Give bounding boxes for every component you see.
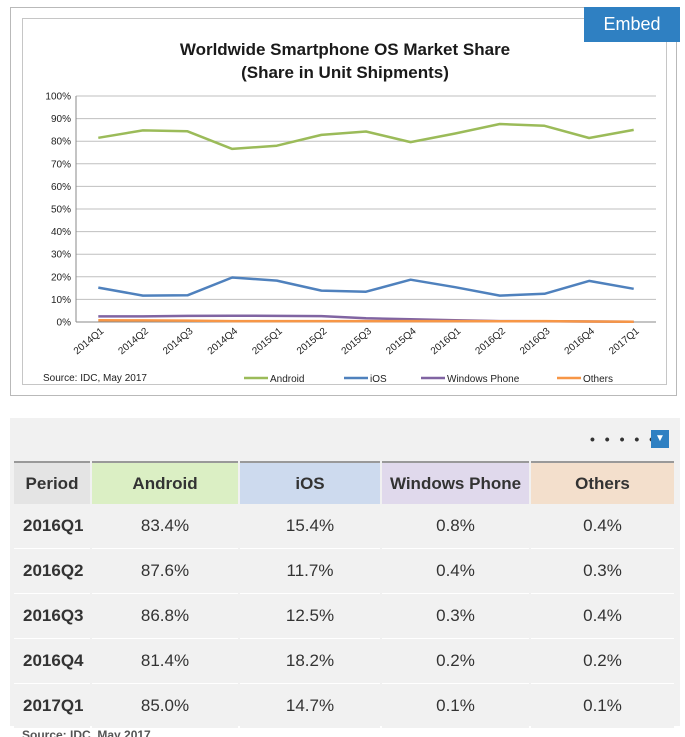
table-header-row: Period Android iOS Windows Phone Others: [14, 461, 674, 504]
series-line-ios: [98, 276, 634, 297]
y-tick-label: 30%: [51, 250, 71, 261]
cell-period: 2017Q1: [14, 684, 90, 729]
cell-ios: 14.7%: [240, 684, 380, 729]
cell-others: 0.1%: [531, 684, 674, 729]
x-tick-label: 2015Q3: [340, 326, 375, 358]
table-row: 2016Q2 87.6% 11.7% 0.4% 0.3%: [14, 549, 674, 594]
cell-windows-phone: 0.1%: [382, 684, 529, 729]
table-row: 2017Q1 85.0% 14.7% 0.1% 0.1%: [14, 684, 674, 729]
x-tick-label: 2015Q4: [384, 326, 419, 358]
legend-label-ios: iOS: [370, 374, 387, 385]
table-row: 2016Q3 86.8% 12.5% 0.3% 0.4%: [14, 594, 674, 639]
y-tick-label: 80%: [51, 137, 71, 148]
cell-android: 83.4%: [92, 504, 238, 549]
chart-source: Source: IDC, May 2017: [43, 373, 147, 384]
more-options-button[interactable]: • • • • •: [590, 431, 658, 447]
cell-windows-phone: 0.3%: [382, 594, 529, 639]
cell-ios: 12.5%: [240, 594, 380, 639]
data-table-panel: • • • • • ▼ Period Android iOS Windows P…: [10, 418, 680, 729]
cell-android: 81.4%: [92, 639, 238, 684]
cell-others: 0.4%: [531, 594, 674, 639]
table-source-note: Source: IDC, May 2017: [22, 728, 151, 737]
y-tick-label: 0%: [57, 318, 72, 329]
x-tick-label: 2016Q2: [473, 326, 508, 358]
column-header-windows-phone[interactable]: Windows Phone: [382, 461, 529, 504]
cell-others: 0.2%: [531, 639, 674, 684]
y-tick-label: 10%: [51, 295, 71, 306]
legend-label-others: Others: [583, 374, 613, 385]
y-tick-label: 100%: [45, 92, 71, 103]
x-tick-label: 2014Q1: [72, 326, 107, 358]
legend: Android iOS Windows Phone Others: [244, 374, 613, 385]
y-tick-label: 50%: [51, 205, 71, 216]
series-layer: [98, 122, 634, 324]
cell-windows-phone: 0.2%: [382, 639, 529, 684]
embed-button[interactable]: Embed: [584, 7, 680, 42]
cell-ios: 11.7%: [240, 549, 380, 594]
cell-others: 0.4%: [531, 504, 674, 549]
x-tick-label: 2014Q2: [117, 326, 152, 358]
y-tick-label: 40%: [51, 227, 71, 238]
x-tick-label: 2016Q1: [429, 326, 464, 358]
x-tick-label: 2014Q3: [161, 326, 196, 358]
legend-label-windows-phone: Windows Phone: [447, 374, 520, 385]
cell-others: 0.3%: [531, 549, 674, 594]
series-line-android: [98, 122, 634, 151]
dropdown-arrow-icon[interactable]: ▼: [651, 430, 669, 448]
chart-subtitle: (Share in Unit Shipments): [241, 63, 449, 82]
chart-container: Worldwide Smartphone OS Market Share (Sh…: [10, 7, 677, 396]
x-tick-label: 2017Q1: [607, 326, 642, 358]
chart-title: Worldwide Smartphone OS Market Share: [180, 40, 510, 59]
series-line-others: [98, 318, 634, 324]
x-tick-label: 2014Q4: [206, 326, 241, 358]
column-header-android[interactable]: Android: [92, 461, 238, 504]
data-table: Period Android iOS Windows Phone Others …: [12, 461, 676, 729]
cell-period: 2016Q3: [14, 594, 90, 639]
y-tick-label: 90%: [51, 114, 71, 125]
x-tick-label: 2016Q3: [518, 326, 553, 358]
cell-windows-phone: 0.4%: [382, 549, 529, 594]
cell-period: 2016Q1: [14, 504, 90, 549]
table-row: 2016Q4 81.4% 18.2% 0.2% 0.2%: [14, 639, 674, 684]
cell-period: 2016Q4: [14, 639, 90, 684]
cell-android: 86.8%: [92, 594, 238, 639]
x-tick-label: 2015Q2: [295, 326, 330, 358]
column-header-others[interactable]: Others: [531, 461, 674, 504]
cell-period: 2016Q2: [14, 549, 90, 594]
y-tick-label: 20%: [51, 272, 71, 283]
column-header-period[interactable]: Period: [14, 461, 90, 504]
table-row: 2016Q1 83.4% 15.4% 0.8% 0.4%: [14, 504, 674, 549]
table-toolbar: • • • • • ▼: [10, 418, 680, 460]
cell-android: 87.6%: [92, 549, 238, 594]
cell-ios: 18.2%: [240, 639, 380, 684]
chart-area: Worldwide Smartphone OS Market Share (Sh…: [22, 18, 667, 385]
cell-ios: 15.4%: [240, 504, 380, 549]
line-chart: Worldwide Smartphone OS Market Share (Sh…: [43, 40, 656, 385]
grid-layer: [76, 95, 656, 300]
y-tick-label: 60%: [51, 182, 71, 193]
x-tick-label: 2016Q4: [563, 326, 598, 358]
cell-android: 85.0%: [92, 684, 238, 729]
cell-windows-phone: 0.8%: [382, 504, 529, 549]
y-tick-label: 70%: [51, 159, 71, 170]
legend-label-android: Android: [270, 374, 304, 385]
column-header-ios[interactable]: iOS: [240, 461, 380, 504]
x-tick-label: 2015Q1: [250, 326, 285, 358]
